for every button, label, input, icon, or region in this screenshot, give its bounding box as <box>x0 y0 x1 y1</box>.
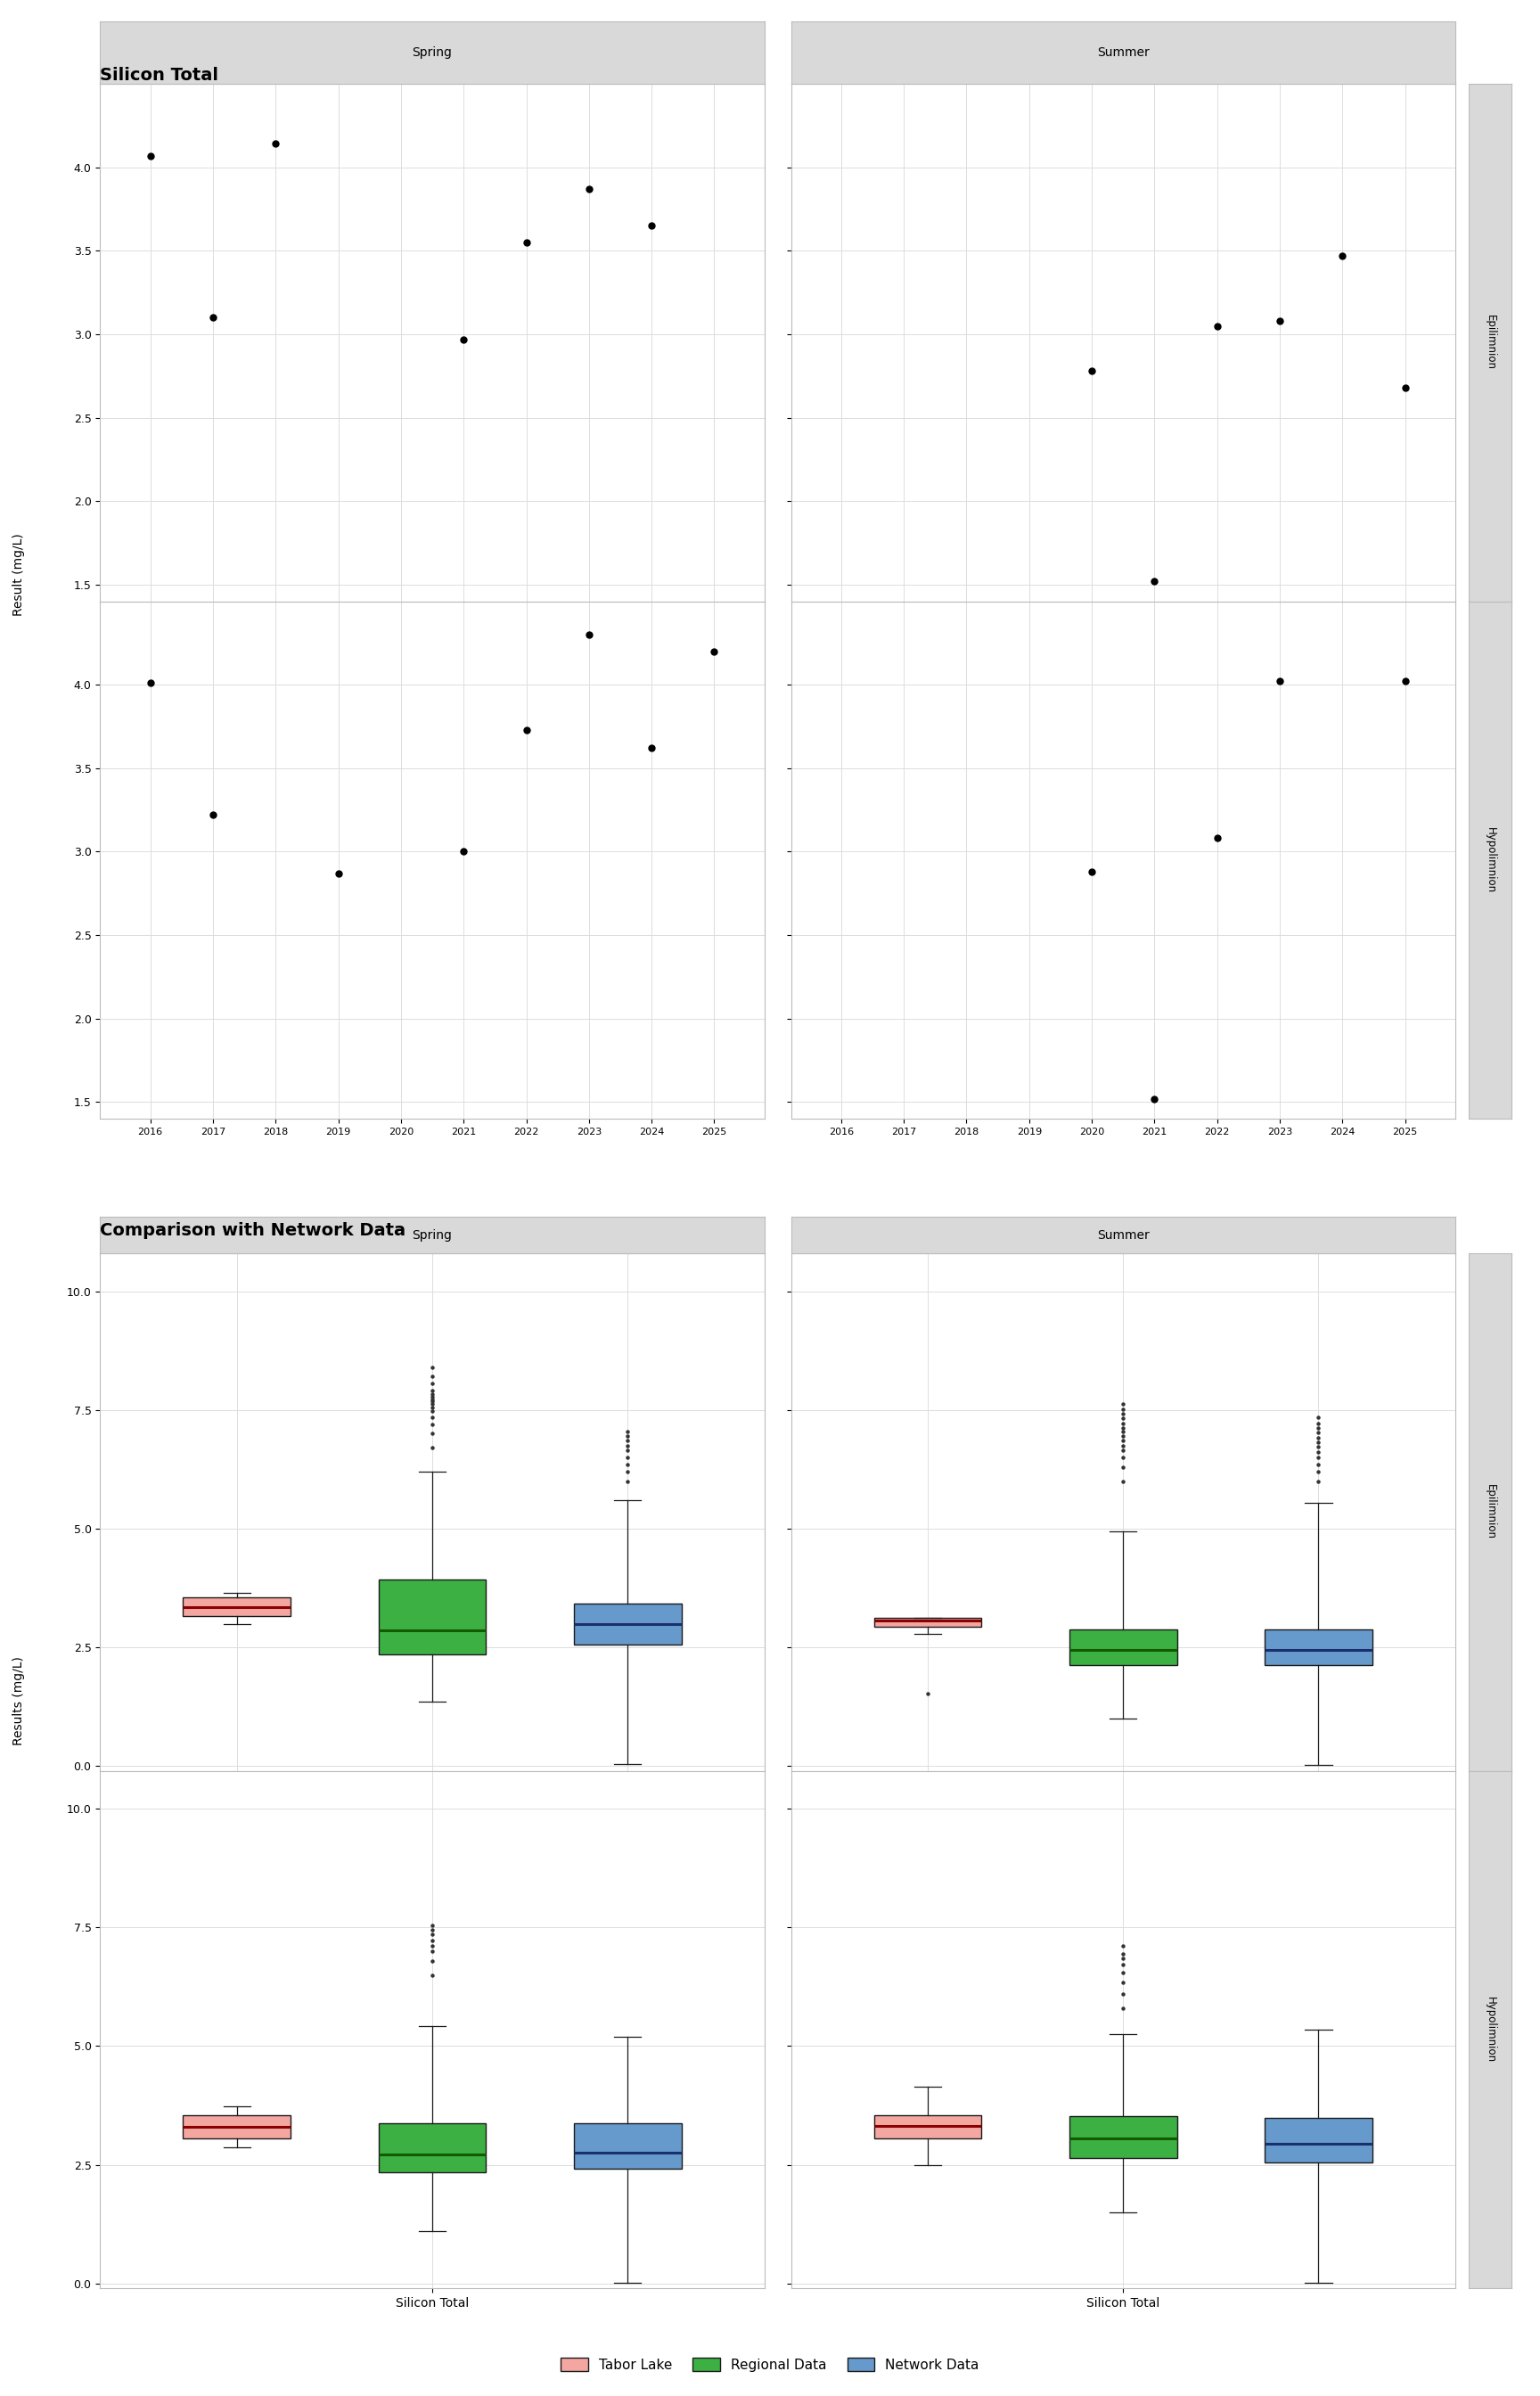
Bar <box>574 1603 681 1646</box>
Legend: Tabor Lake, Regional Data, Network Data: Tabor Lake, Regional Data, Network Data <box>556 2353 984 2377</box>
Bar <box>183 1598 291 1617</box>
Text: Results (mg/L): Results (mg/L) <box>12 1656 25 1747</box>
Bar <box>574 2123 681 2168</box>
Text: Silicon Total: Silicon Total <box>100 67 219 84</box>
Text: Result (mg/L): Result (mg/L) <box>12 534 25 616</box>
Bar <box>1069 2116 1177 2159</box>
Bar <box>875 1617 981 1627</box>
Bar <box>1069 1629 1177 1665</box>
Bar <box>1264 2118 1372 2161</box>
Bar <box>875 2116 981 2140</box>
Bar <box>183 2116 291 2140</box>
Bar <box>379 1579 487 1653</box>
Text: Comparison with Network Data: Comparison with Network Data <box>100 1222 407 1239</box>
Bar <box>379 2123 487 2171</box>
Bar <box>1264 1629 1372 1665</box>
